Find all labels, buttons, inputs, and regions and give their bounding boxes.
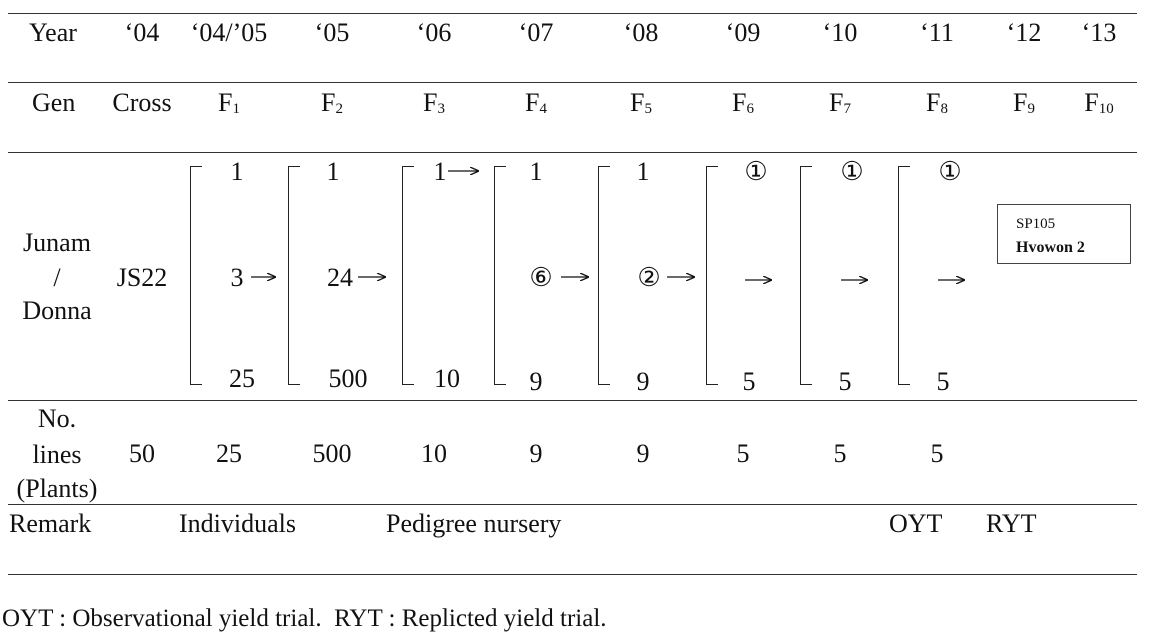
selection-bracket <box>598 166 610 385</box>
generation-cell: F8 <box>926 88 948 117</box>
remark-oyt: OYT <box>889 509 943 538</box>
lines-value: 5 <box>833 439 847 468</box>
rule-bottom <box>8 574 1137 575</box>
stage-bottom-number: 10 <box>434 364 460 393</box>
generation-cell: F3 <box>423 88 445 117</box>
generation-cell: F1 <box>218 88 240 117</box>
stage-bottom-number: 25 <box>229 364 255 393</box>
stage-selected-number: 3 <box>230 263 244 292</box>
lines-label-plants: (Plants) <box>16 474 98 503</box>
rule-year <box>8 82 1137 83</box>
cultivar-box: SP105 Hvowon 2 <box>997 204 1131 264</box>
remark-label: Remark <box>9 509 92 538</box>
year-cell: ‘04 <box>124 18 160 47</box>
parent-female: Junam <box>23 228 91 257</box>
year-cell: ‘12 <box>1006 18 1042 47</box>
remark-ryt: RYT <box>986 509 1037 538</box>
lines-value: 25 <box>216 439 242 468</box>
generation-cell: F7 <box>829 88 851 117</box>
year-cell: ‘11 <box>920 18 954 47</box>
lines-value: 9 <box>636 439 650 468</box>
stage-top-number: ① <box>840 157 864 186</box>
lines-label-lines: lines <box>32 440 82 469</box>
stage-top-number: ① <box>744 157 768 186</box>
generation-cell: F5 <box>630 88 652 117</box>
year-cell: ‘09 <box>725 18 761 47</box>
footnote: OYT : Observational yield trial. RYT : R… <box>2 605 607 632</box>
lines-label-no: No. <box>37 404 77 433</box>
remark-individuals: Individuals <box>179 509 296 538</box>
cross-slash: / <box>53 263 61 292</box>
stage-bottom-number: 9 <box>636 367 650 396</box>
stage-selected-number: 24 <box>327 263 353 292</box>
stage-top-number: 1 <box>636 157 650 186</box>
selection-bracket <box>402 166 414 385</box>
rule-selection <box>8 400 1137 401</box>
parent-male: Donna <box>22 296 92 325</box>
stage-selected-number: ② <box>637 263 661 292</box>
selection-bracket <box>800 166 812 385</box>
generation-cell: F10 <box>1084 88 1114 117</box>
generation-cell: F4 <box>525 88 547 117</box>
stage-top-number: 1 <box>326 157 340 186</box>
cross-label: Cross <box>112 88 172 117</box>
generation-cell: F2 <box>321 88 343 117</box>
year-cell: ‘06 <box>416 18 452 47</box>
rule-lines <box>8 504 1137 505</box>
stage-top-number: 1 <box>230 157 244 186</box>
stage-top-number: ① <box>938 157 962 186</box>
selection-bracket <box>898 166 910 385</box>
stage-bottom-number: 5 <box>936 367 950 396</box>
year-row-label: Year <box>29 18 77 47</box>
year-cell: ‘08 <box>623 18 659 47</box>
selection-bracket <box>288 166 300 385</box>
selection-bracket <box>494 166 506 385</box>
year-cell: ‘13 <box>1081 18 1117 47</box>
cultivar-code: SP105 <box>1016 216 1056 232</box>
lines-value: 5 <box>930 439 944 468</box>
year-cell: ‘07 <box>518 18 554 47</box>
selection-bracket <box>190 166 202 385</box>
rule-top <box>8 13 1137 14</box>
stage-top-number: 1 <box>433 157 447 186</box>
selection-bracket <box>706 166 718 385</box>
cross-name: JS22 <box>116 263 168 292</box>
stage-bottom-number: 500 <box>328 364 368 393</box>
stage-top-number: 1 <box>529 157 543 186</box>
stage-bottom-number: 5 <box>838 367 852 396</box>
remark-pedigree: Pedigree nursery <box>386 509 562 538</box>
lines-value: 500 <box>312 439 352 468</box>
lines-value: 50 <box>129 439 155 468</box>
stage-bottom-number: 5 <box>742 367 756 396</box>
stage-bottom-number: 9 <box>529 367 543 396</box>
lines-value: 9 <box>529 439 543 468</box>
rule-gen <box>8 152 1137 153</box>
year-cell: ‘04/’05 <box>190 18 268 47</box>
year-cell: ‘10 <box>822 18 858 47</box>
gen-row-label: Gen <box>32 88 76 117</box>
year-cell: ‘05 <box>314 18 350 47</box>
generation-cell: F9 <box>1013 88 1035 117</box>
lines-value: 5 <box>736 439 750 468</box>
stage-selected-number: ⑥ <box>529 263 553 292</box>
cultivar-name: Hvowon 2 <box>1016 239 1085 256</box>
generation-cell: F6 <box>732 88 754 117</box>
lines-value: 10 <box>421 439 447 468</box>
